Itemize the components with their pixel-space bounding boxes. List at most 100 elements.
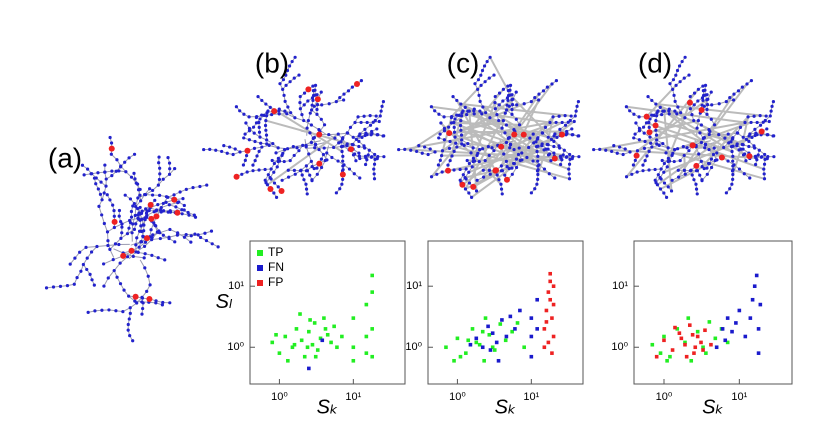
network-node	[463, 105, 467, 110]
network-node	[764, 114, 768, 118]
network-node	[358, 132, 362, 136]
network-node	[536, 159, 540, 163]
network-node	[372, 172, 376, 176]
network-node	[466, 141, 470, 146]
network-node	[505, 103, 509, 107]
network-node	[168, 210, 173, 214]
network-node	[665, 165, 669, 169]
network-node	[724, 191, 728, 195]
network-node	[536, 144, 540, 148]
network-node	[442, 126, 447, 131]
network-node	[133, 299, 137, 303]
network-hub	[267, 185, 274, 192]
network-node	[382, 134, 386, 138]
network-node	[730, 182, 734, 186]
network-node	[128, 334, 132, 338]
network-node	[726, 159, 730, 163]
network-hub	[520, 131, 527, 138]
network-node	[536, 168, 540, 172]
network-node	[143, 216, 147, 220]
point	[458, 354, 463, 359]
network-node	[319, 117, 323, 121]
network-node	[690, 173, 694, 177]
network-node	[312, 166, 316, 171]
network-node	[276, 185, 280, 189]
point	[498, 322, 503, 326]
network-node	[325, 151, 329, 155]
network-node	[568, 157, 572, 161]
network-node	[628, 150, 632, 154]
network-node	[160, 303, 165, 307]
network-node	[370, 155, 374, 159]
network-node	[510, 172, 514, 176]
network-node	[157, 155, 161, 159]
network-node	[373, 118, 377, 123]
network-node	[709, 157, 714, 161]
point	[364, 334, 369, 339]
x-axis-label: Sₖ	[495, 396, 517, 418]
network-node	[439, 153, 444, 158]
network-node	[111, 203, 115, 207]
network-node	[512, 147, 516, 152]
network-node	[682, 76, 686, 80]
network-node	[103, 170, 107, 174]
network-node	[545, 85, 549, 89]
network-node	[724, 100, 728, 104]
network-node	[143, 252, 147, 256]
network-node	[293, 172, 297, 176]
network-node	[305, 192, 309, 196]
network-node	[503, 111, 507, 115]
network-node	[255, 114, 259, 119]
network-node	[264, 102, 268, 106]
network-node	[667, 107, 671, 111]
network-node	[485, 59, 489, 64]
x-axis-label: Sₖ	[317, 396, 339, 418]
network-node	[247, 138, 251, 142]
network-node	[676, 105, 680, 109]
network-node	[376, 133, 380, 137]
network-node	[141, 223, 145, 227]
network-node	[650, 145, 654, 149]
network-node	[453, 117, 457, 121]
network-node	[333, 136, 337, 140]
network-node	[535, 149, 539, 154]
panel-label: (c)	[447, 47, 480, 78]
network-node	[478, 109, 482, 113]
network-node	[517, 123, 522, 127]
network-node	[571, 133, 575, 137]
network-node	[259, 141, 263, 145]
network-node	[143, 266, 147, 270]
network-node	[378, 114, 382, 118]
network-node	[353, 152, 357, 156]
network-node	[126, 322, 130, 327]
network-hub	[686, 99, 693, 106]
network-node	[308, 111, 312, 115]
network-shortcut	[626, 105, 746, 124]
y-tick-label: 10¹	[406, 280, 422, 292]
network-node	[680, 59, 684, 64]
network-node	[310, 164, 314, 169]
network-node	[372, 167, 376, 171]
network-node	[654, 128, 658, 132]
network-node	[528, 136, 532, 140]
network-node	[662, 181, 667, 185]
network-hub	[758, 128, 765, 135]
network-node	[363, 127, 367, 131]
network-node	[672, 93, 676, 97]
network-node	[92, 283, 96, 287]
network-node	[692, 91, 697, 95]
network-node	[745, 82, 749, 86]
network-node	[307, 152, 311, 156]
network-hub	[633, 152, 640, 159]
network-node	[210, 242, 214, 246]
point	[720, 327, 725, 331]
network-node	[238, 150, 242, 154]
network-node	[712, 123, 717, 127]
network-node	[688, 107, 692, 111]
network-node	[555, 135, 559, 140]
network-node	[558, 127, 562, 131]
network-node	[455, 113, 459, 117]
point	[500, 318, 504, 322]
network-node	[735, 142, 739, 146]
network-hub	[652, 122, 659, 129]
